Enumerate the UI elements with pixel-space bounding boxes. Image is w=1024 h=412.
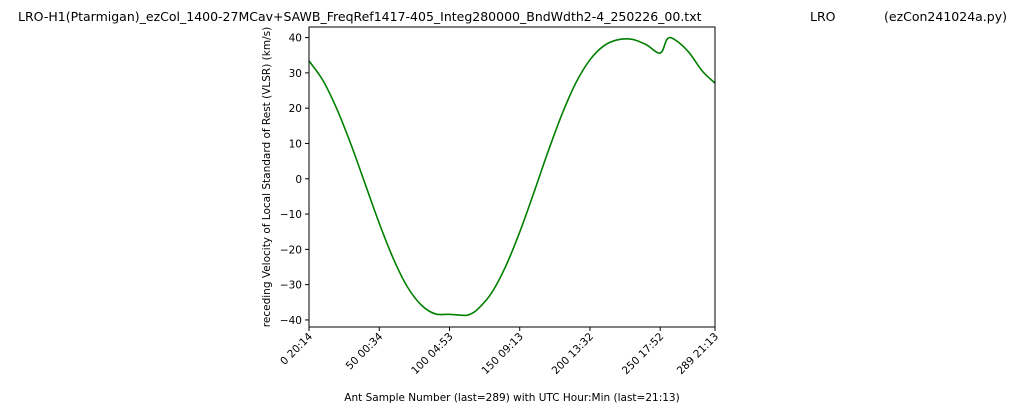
plot-area	[309, 27, 715, 327]
y-tick-label: 30	[289, 68, 302, 80]
y-tick-label: −30	[280, 280, 302, 292]
x-tick-label: 0 20:14	[278, 330, 315, 367]
figure-title-main: LRO-H1(Ptarmigan)_ezCol_1400-27MCav+SAWB…	[18, 9, 702, 24]
series-line-0	[308, 36, 716, 317]
x-tick-label: 100 04:53	[409, 331, 455, 377]
plot-frame	[308, 26, 716, 328]
y-tick-label: 40	[289, 33, 302, 45]
x-tick-label: 289 21:13	[675, 331, 721, 377]
x-tick-label: 50 00:34	[344, 330, 386, 372]
y-tick-label: 20	[289, 103, 302, 115]
y-tick-label: 10	[289, 138, 302, 150]
figure-title-program: (ezCon241024a.py)	[884, 9, 1007, 24]
x-axis-label: Ant Sample Number (last=289) with UTC Ho…	[344, 392, 679, 404]
figure-title-site: LRO	[810, 9, 836, 24]
y-tick-label: −20	[280, 244, 302, 256]
x-axis: 0 20:14 50 00:34 100 04:53 150 09:13 200 13:…	[278, 327, 721, 377]
y-tick-label: −40	[280, 315, 302, 327]
y-tick-label: 0	[295, 174, 302, 186]
x-tick-label: 250 17:52	[620, 331, 666, 377]
y-axis: 40 30 20 10 0 −10 −20 −30 −40	[280, 33, 309, 327]
x-tick-label: 150 09:13	[479, 331, 525, 377]
series-layer	[308, 36, 716, 317]
y-tick-label: −10	[280, 209, 302, 221]
x-tick-label: 200 13:32	[550, 331, 596, 377]
y-axis-label: receding Velocity of Local Standard of R…	[261, 27, 273, 327]
